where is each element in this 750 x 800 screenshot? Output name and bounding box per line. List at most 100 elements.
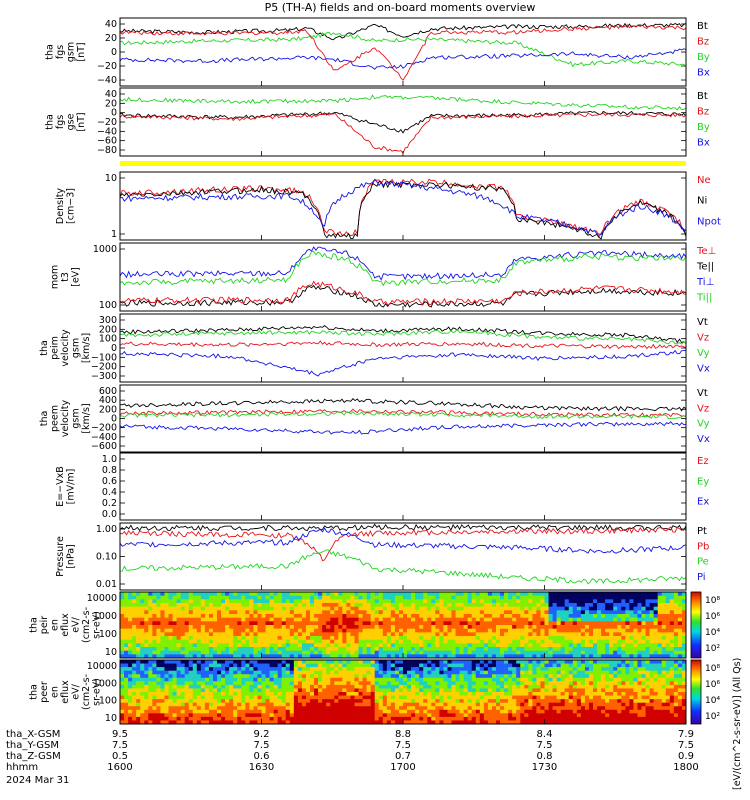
heatmap-cell [681, 603, 687, 607]
heatmap-cell [342, 660, 347, 664]
heatmap-cell [208, 625, 214, 629]
heatmap-cell [156, 699, 161, 703]
heatmap-cell [326, 617, 331, 622]
heatmap-cell [366, 628, 371, 633]
heatmap-cell [128, 674, 133, 679]
heatmap-cell [508, 692, 513, 696]
heatmap-cell [593, 716, 598, 721]
heatmap-cell [156, 595, 161, 600]
heatmap-cell [338, 677, 343, 682]
heatmap-cell [374, 647, 380, 651]
heatmap-cell [152, 647, 157, 651]
heatmap-cell [257, 706, 262, 711]
heatmap-cell [196, 713, 202, 718]
heatmap-cell [597, 660, 602, 664]
heatmap-cell [366, 667, 371, 671]
heatmap-cell [314, 603, 319, 607]
heatmap-cell [475, 681, 481, 686]
heatmap-cell [423, 677, 428, 682]
heatmap-cell [597, 684, 602, 689]
heatmap-cell [443, 695, 448, 700]
heatmap-cell [241, 706, 246, 711]
heatmap-cell [487, 603, 493, 607]
heatmap-cell [168, 636, 173, 640]
heatmap-cell [188, 599, 194, 604]
heatmap-cell [382, 592, 388, 596]
heatmap-cell [431, 614, 436, 618]
heatmap-cell [318, 720, 323, 725]
heatmap-cell [164, 636, 169, 640]
heatmap-cell [605, 670, 610, 675]
heatmap-cell [233, 695, 238, 700]
heatmap-cell [500, 628, 505, 633]
heatmap-cell [281, 614, 287, 618]
heatmap-cell [160, 617, 165, 622]
heatmap-cell [293, 610, 299, 615]
heatmap-cell [225, 660, 230, 664]
heatmap-cell [233, 636, 238, 640]
heatmap-cell [548, 595, 553, 600]
heatmap-cell [455, 684, 460, 689]
heatmap-cell [605, 667, 610, 671]
heatmap-cell [580, 692, 586, 696]
heatmap-cell [225, 621, 230, 626]
heatmap-cell [524, 625, 529, 629]
heatmap-cell [269, 660, 274, 664]
heatmap-cell [172, 603, 177, 607]
heatmap-cell [184, 632, 190, 637]
heatmap-cell [645, 595, 650, 600]
heatmap-cell [653, 625, 658, 629]
heatmap-cell [633, 654, 638, 659]
heatmap-cell [661, 592, 667, 596]
heatmap-cell [366, 617, 371, 622]
legend-vy: Vy [697, 419, 710, 430]
heatmap-cell [374, 643, 380, 648]
heatmap-cell [237, 699, 242, 703]
heatmap-cell [605, 603, 610, 607]
heatmap-cell [330, 595, 335, 600]
heatmap-cell [326, 621, 331, 626]
heatmap-cell [237, 617, 242, 622]
heatmap-cell [217, 617, 222, 622]
heatmap-cell [301, 674, 307, 679]
heatmap-cell [601, 677, 606, 682]
heatmap-cell [281, 636, 287, 640]
heatmap-cell [245, 660, 250, 664]
heatmap-cell [516, 706, 521, 711]
heatmap-cell [394, 674, 400, 679]
heatmap-cell [455, 614, 460, 618]
heatmap-cell [386, 677, 392, 682]
heatmap-cell [576, 716, 582, 721]
ylabel-word: eV/ [71, 683, 82, 699]
heatmap-cell [617, 632, 622, 637]
heatmap-cell [310, 643, 315, 648]
heatmap-cell [289, 636, 295, 640]
heatmap-cell [212, 688, 218, 693]
heatmap-cell [520, 650, 525, 655]
heatmap-cell [358, 636, 363, 640]
heatmap-cell [366, 610, 371, 615]
heatmap-cell [342, 684, 347, 689]
heatmap-cell [124, 599, 129, 604]
heatmap-cell [516, 643, 521, 648]
heatmap-cell [601, 663, 606, 668]
heatmap-cell [237, 677, 242, 682]
heatmap-cell [508, 599, 513, 604]
heatmap-cell [677, 625, 683, 629]
heatmap-cell [326, 720, 331, 725]
series-ti [119, 246, 687, 281]
heatmap-cell [629, 632, 634, 637]
heatmap-cell [528, 654, 533, 659]
heatmap-cell [653, 636, 658, 640]
heatmap-cell [435, 706, 440, 711]
heatmap-cell [544, 688, 549, 693]
heatmap-cell [398, 654, 404, 659]
heatmap-cell [314, 670, 319, 675]
heatmap-cell [192, 599, 198, 604]
heatmap-cell [479, 617, 485, 622]
heatmap-cell [192, 688, 198, 693]
heatmap-cell [508, 639, 513, 644]
heatmap-cell [378, 713, 384, 718]
heatmap-cell [532, 603, 537, 607]
heatmap-cell [358, 699, 363, 703]
